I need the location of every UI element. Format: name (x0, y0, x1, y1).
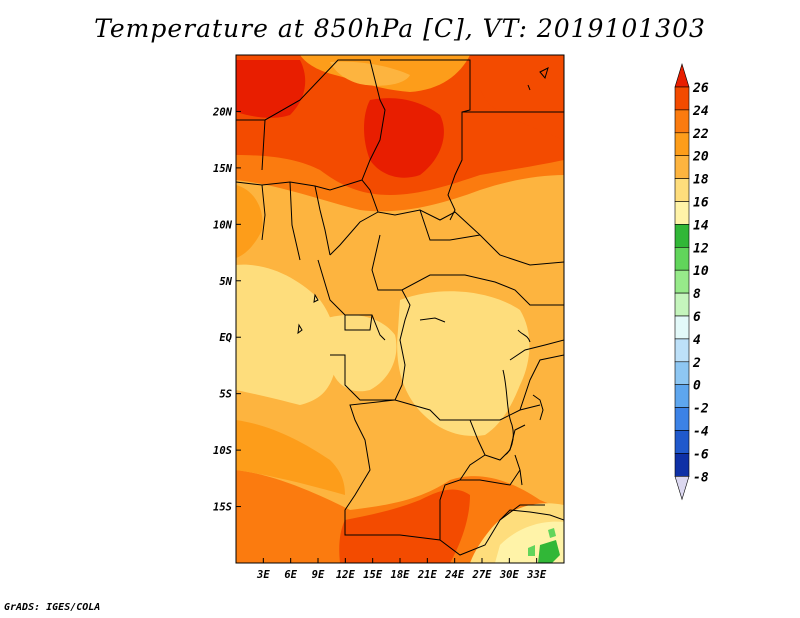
guinea-cool (236, 264, 337, 405)
west-coast-mild (236, 185, 263, 258)
colorbar-label: -8 (693, 470, 709, 485)
colorbar-swatch (674, 453, 690, 477)
colorbar-label: 2 (692, 356, 701, 371)
lon-tick-label: 21E (417, 569, 438, 581)
lat-tick-label: 10S (213, 445, 232, 457)
colorbar-swatch (674, 407, 690, 431)
colorbar-label: 4 (693, 333, 701, 348)
colorbar-label: 22 (692, 127, 709, 142)
latitude-ticks: 20N 15N 10N 5N EQ 5S 10S 15S (212, 106, 241, 514)
longitude-ticks: 3E 6E 9E 12E 15E 18E 21E 24E 27E 30E 33E (256, 558, 547, 581)
lat-tick-label: 5N (219, 276, 232, 288)
colorbar-label: 26 (692, 81, 709, 96)
colorbar-swatch (674, 315, 690, 340)
lon-tick-label: 12E (336, 569, 356, 581)
lon-tick-label: 9E (312, 569, 325, 581)
lon-tick-label: 15E (363, 569, 383, 581)
northeast-hot (470, 55, 564, 140)
colorbar-label: 18 (693, 173, 709, 188)
colorbar-label: -4 (693, 425, 709, 440)
colorbar-swatch (674, 430, 690, 454)
map-title: Temperature at 850hPa [C], VT: 201910130… (94, 14, 706, 43)
colorbar-swatch (674, 292, 690, 317)
colorbar-swatch (674, 178, 690, 202)
colorbar-swatch (674, 132, 690, 157)
atlantic-south (236, 420, 345, 495)
sahara-core (236, 60, 306, 118)
credit-text: GrADS: IGES/COLA (4, 602, 101, 613)
colorbar-swatch (674, 361, 690, 385)
lat-tick-label: 10N (213, 219, 233, 231)
colorbar-swatch (674, 86, 690, 111)
lon-tick-label: 18E (391, 569, 411, 581)
colorbar-label: 20 (692, 150, 709, 165)
lat-tick-label: 20N (212, 106, 233, 118)
colorbar-label: -6 (693, 447, 709, 462)
lon-tick-label: 3E (256, 569, 270, 581)
lon-tick-label: 24E (444, 569, 465, 581)
central-cool (397, 291, 530, 436)
temperature-field (236, 55, 564, 563)
colorbar-swatch (674, 201, 690, 225)
colorbar-label: 14 (693, 218, 709, 233)
colorbar-label: 24 (692, 104, 709, 119)
colorbar-top-triangle (674, 62, 690, 88)
colorbar-swatch (674, 338, 690, 363)
colorbar-label: 16 (693, 196, 709, 211)
colorbar-swatch (674, 269, 690, 294)
lon-tick-label: 30E (499, 569, 520, 581)
lon-tick-label: 33E (526, 569, 547, 581)
colorbar-label: 0 (693, 379, 701, 394)
colorbar-swatch (674, 224, 690, 248)
lat-tick-label: EQ (219, 332, 232, 344)
colorbar-label: -2 (693, 402, 709, 417)
lon-tick-label: 27E (472, 569, 493, 581)
congo-cool (320, 315, 397, 392)
colorbar-label: 8 (693, 287, 701, 302)
sahara-mild-patch (330, 61, 410, 86)
south-hot-core (339, 489, 470, 563)
lon-tick-label: 6E (284, 569, 297, 581)
lat-tick-label: 15S (213, 502, 232, 514)
cool-patch-green (528, 528, 560, 563)
lat-tick-label: 15N (213, 163, 233, 175)
colorbar-swatch (674, 247, 690, 271)
colorbar-swatch (674, 384, 690, 408)
colorbar-label: 10 (693, 264, 709, 279)
country-borders (236, 59, 564, 556)
colorbar-bottom-triangle (674, 475, 690, 501)
colorbar-label: 12 (693, 241, 709, 256)
colorbar-label: 6 (693, 310, 701, 325)
colorbar-swatch (674, 109, 690, 134)
colorbar-swatch (674, 155, 690, 179)
lat-tick-label: 5S (219, 389, 232, 401)
